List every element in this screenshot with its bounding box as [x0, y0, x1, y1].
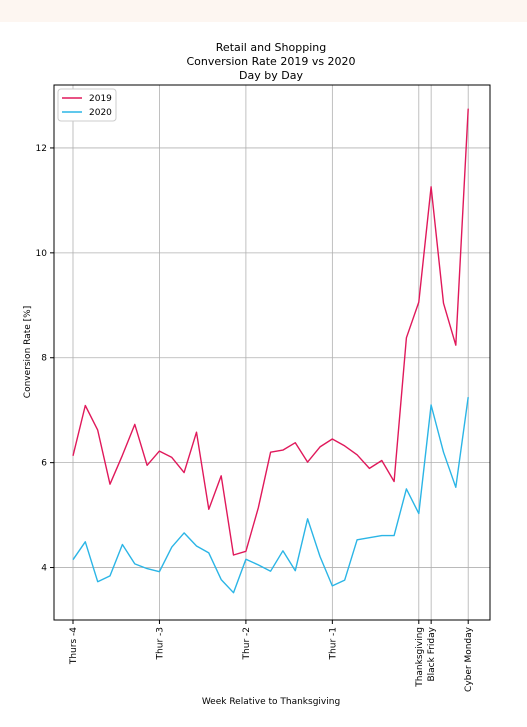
chart-title: Retail and Shopping Conversion Rate 2019… [186, 41, 355, 82]
legend-label: 2019 [89, 94, 112, 104]
legend: 2019 2020 [57, 88, 117, 122]
grid-lines [54, 85, 490, 620]
legend-box [57, 88, 117, 122]
x-axis-ticks: Thurs -4 Thur -3 Thur -2 Thur -1 Thanksgivin… [69, 620, 474, 692]
series-line-2020 [72, 397, 469, 594]
plot-frame [53, 84, 491, 621]
x-axis-label: Week Relative to Thanksgiving [202, 697, 340, 707]
y-axis-label: Conversion Rate [%] [23, 306, 33, 398]
y-tick-label: 12 [36, 144, 47, 154]
x-tick-label: Cyber Monday [464, 626, 474, 692]
chart-title-line-1: Retail and Shopping [216, 41, 326, 54]
y-tick-label: 10 [36, 249, 48, 259]
x-tick-label: Black Friday [427, 626, 437, 681]
chart-title-line-3: Day by Day [239, 69, 303, 82]
x-tick-label: Thanksgiving [415, 627, 425, 688]
top-strip [0, 0, 527, 22]
y-tick-label: 4 [41, 564, 47, 574]
y-tick-label: 6 [41, 459, 47, 469]
series-line-2019 [72, 108, 469, 556]
y-axis-ticks: 4 6 8 10 12 [36, 144, 54, 574]
x-tick-label: Thur -1 [328, 627, 338, 660]
x-tick-label: Thur -2 [242, 627, 252, 660]
legend-label: 2020 [89, 108, 112, 118]
x-tick-label: Thur -3 [155, 627, 165, 660]
y-tick-label: 8 [41, 354, 47, 364]
chart-title-line-2: Conversion Rate 2019 vs 2020 [186, 55, 355, 68]
series-lines [72, 108, 469, 594]
x-tick-label: Thurs -4 [69, 627, 79, 665]
